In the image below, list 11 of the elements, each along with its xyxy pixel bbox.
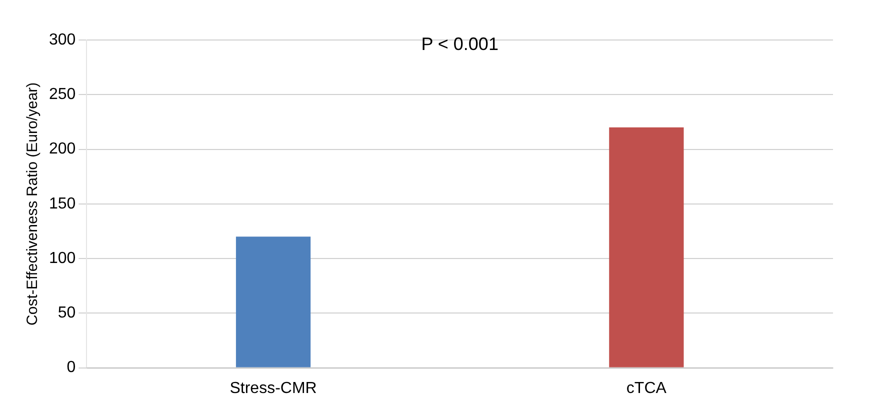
- y-axis-title: Cost-Effectiveness Ratio (Euro/year): [24, 82, 42, 326]
- y-tick-label: 250: [48, 86, 76, 104]
- y-tick-label: 150: [48, 195, 76, 212]
- annotation: P < 0.001: [421, 34, 498, 55]
- y-tick-label: 300: [48, 31, 76, 48]
- y-tick-label: 50: [58, 304, 76, 322]
- y-tick-label: 0: [66, 359, 76, 376]
- x-tick-label: Stress-CMR: [230, 380, 317, 397]
- x-tick-label: cTCA: [626, 380, 667, 397]
- y-tick-label: 100: [48, 250, 76, 267]
- y-tick-label: 200: [48, 140, 76, 158]
